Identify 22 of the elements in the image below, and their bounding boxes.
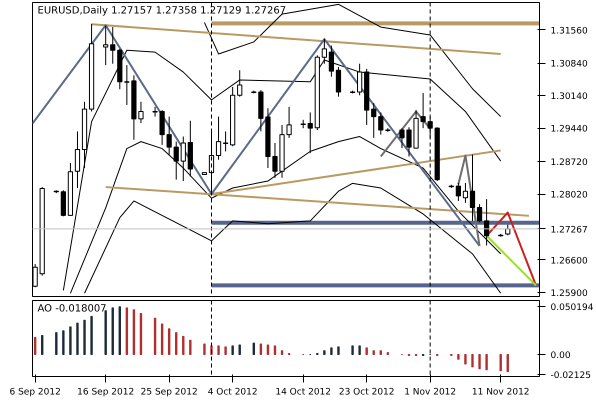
y-tick-label: 0.050194 [550, 303, 594, 314]
y-tick-label: 1.28020 [550, 190, 588, 201]
y-tick-label: 1.26600 [550, 256, 588, 266]
y-tick-label: 1.29440 [550, 124, 588, 135]
x-tick-label: 11 Nov 2012 [472, 388, 530, 398]
x-tick-label: 23 Oct 2012 [338, 388, 394, 398]
y-tick-label: 1.28720 [550, 158, 588, 168]
chart-title: EURUSD,Daily 1.27157 1.27358 1.27129 1.27267 [38, 6, 286, 16]
y-tick-label: -0.02125 [550, 371, 591, 382]
y-tick-label: 1.30840 [550, 60, 588, 70]
x-tick-label: 14 Oct 2012 [275, 388, 332, 398]
x-tick-label: 6 Sep 2012 [9, 388, 61, 398]
chart-title: AO -0.018007 [38, 304, 107, 314]
x-tick-label: 25 Sep 2012 [140, 388, 198, 398]
x-tick-label: 1 Nov 2012 [404, 388, 456, 398]
x-tick-label: 16 Sep 2012 [77, 388, 134, 398]
y-tick-label: 1.31560 [550, 26, 588, 36]
ref-line-label: 1.27267 [550, 225, 588, 236]
y-tick-label: 1.25900 [550, 288, 588, 299]
x-tick-label: 4 Oct 2012 [208, 388, 258, 398]
y-tick-label: 0.00 [550, 351, 571, 361]
y-tick-label: 1.30140 [550, 92, 588, 102]
